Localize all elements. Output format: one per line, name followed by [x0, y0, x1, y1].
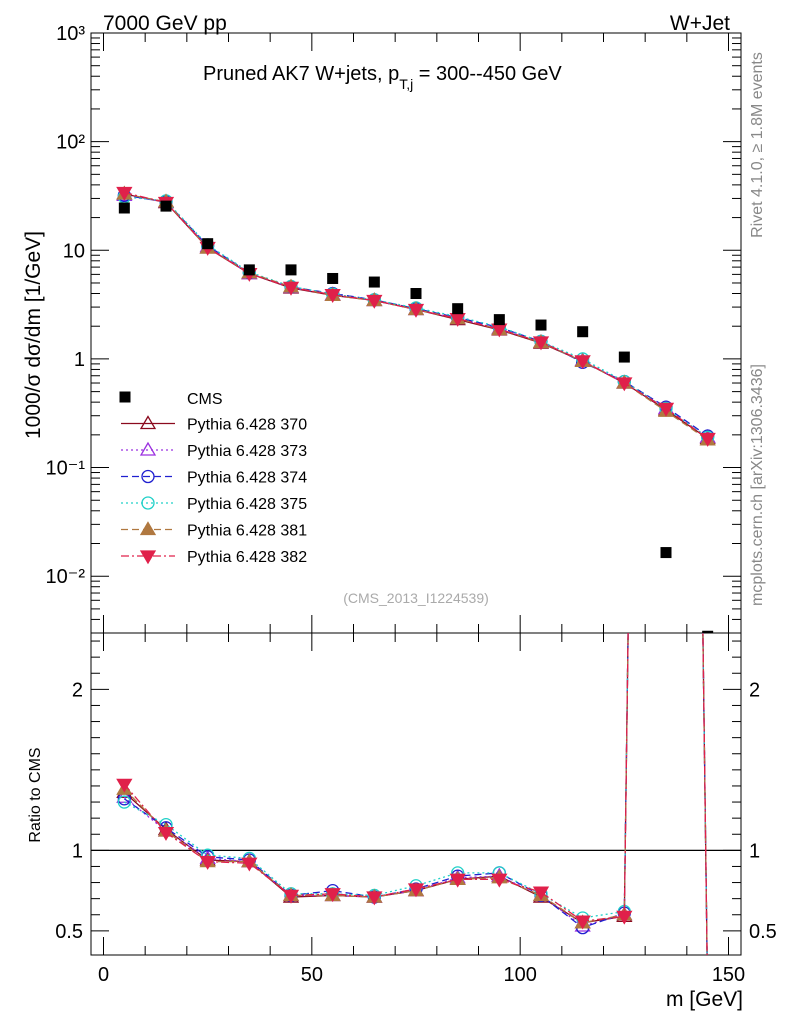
main-point-data [702, 630, 714, 633]
main-point-s382 [657, 402, 675, 417]
ratio-point-s382 [532, 886, 550, 901]
ratio-ylabel: Ratio to CMS [27, 747, 44, 842]
ratio-xtick-label: 50 [301, 964, 323, 986]
legend-label-s373: Pythia 6.428 373 [187, 443, 307, 460]
main-point-data [535, 319, 547, 331]
legend-label-s375: Pythia 6.428 375 [187, 496, 307, 513]
legend-label-data: CMS [187, 391, 223, 408]
main-point-data [243, 264, 255, 276]
legend-label-s382: Pythia 6.428 382 [187, 549, 307, 566]
legend-label-s370: Pythia 6.428 370 [187, 417, 307, 434]
ratio-xtick-label: 100 [503, 964, 536, 986]
ratio-point-s382 [282, 889, 300, 904]
main-point-data [327, 272, 339, 284]
ratio-point-s382 [366, 891, 383, 906]
main-ytick-label: 10³ [56, 23, 85, 45]
legend-marker-s370 [139, 415, 157, 430]
ratio-xtick-label: 150 [712, 964, 745, 986]
ratio-ytick-label-right: 1 [749, 840, 760, 862]
ratio-ytick-label: 2 [72, 679, 83, 701]
header-right: W+Jet [670, 12, 730, 35]
main-point-s382 [366, 294, 383, 309]
ratio-point-s382 [407, 883, 425, 898]
mcplots-label: mcplots.cern.ch [arXiv:1306.3436] [749, 364, 766, 606]
main-point-data [160, 200, 172, 212]
main-point-s382 [574, 355, 591, 370]
legend-marker-s373 [139, 441, 157, 456]
header-left: 7000 GeV pp [103, 12, 227, 35]
main-ylabel: 1000/σ dσ/dm [1/GeV] [22, 231, 45, 439]
main-point-data [202, 238, 214, 250]
main-point-s382 [407, 303, 425, 318]
ratio-point-s382 [324, 888, 341, 903]
main-point-s382 [324, 289, 341, 303]
legend-marker-s382 [139, 550, 157, 565]
ratio-point-s382 [449, 873, 466, 888]
legend-label-s381: Pythia 6.428 381 [187, 523, 307, 540]
title-main-part: Pruned AK7 W+jets, p [203, 63, 399, 85]
main-point-s382 [616, 377, 633, 392]
main-point-s382 [532, 336, 550, 351]
legend-label-s374: Pythia 6.428 374 [187, 470, 307, 487]
main-ytick-label: 10⁻¹ [46, 458, 86, 480]
main-ytick-label: 1 [74, 349, 85, 371]
ratio-ytick-label-right: 0.5 [749, 921, 777, 943]
main-point-s382 [116, 186, 133, 201]
title-subscript: T,j [399, 76, 413, 92]
ratio-point-s382 [616, 910, 633, 925]
main-point-data [493, 314, 505, 326]
legend-marker-s375 [141, 496, 155, 510]
main-point-data [660, 547, 672, 559]
main-point-data [452, 303, 464, 315]
main-point-data [285, 264, 297, 276]
main-series [116, 185, 716, 633]
ratio-point-s375 [117, 795, 131, 809]
main-point-data [577, 326, 589, 338]
rivet-label: Rivet 4.1.0, ≥ 1.8M events [749, 52, 766, 238]
legend-marker-s381 [139, 521, 157, 536]
main-ytick-label: 10⁻² [46, 566, 86, 588]
ratio-point-s382 [574, 915, 591, 930]
ratio-series [116, 633, 708, 955]
main-title: Pruned AK7 W+jets, pT,j = 300--450 GeV [203, 63, 562, 92]
ratio-line-s382 [123, 633, 708, 955]
main-axes: 10⁻² 10⁻¹ 1 10 10² 10³ [46, 23, 741, 634]
legend-marker-data [119, 391, 131, 403]
ratio-point-s382 [241, 857, 258, 872]
main-point-s382 [282, 281, 300, 296]
main-point-data [618, 351, 630, 363]
title-tail: = 300--450 GeV [413, 63, 562, 85]
main-point-data [118, 202, 130, 214]
main-point-s382 [699, 432, 716, 447]
main-point-data [368, 276, 380, 288]
ratio-ytick-label: 0.5 [55, 921, 83, 943]
main-ytick-label: 10² [56, 132, 85, 154]
xlabel: m [GeV] [666, 988, 743, 1011]
ratio-frame [90, 632, 742, 956]
main-ytick-label: 10 [63, 240, 85, 262]
ratio-point-s382 [491, 873, 508, 888]
ratio-point-s382 [199, 855, 216, 870]
main-frame [90, 32, 742, 634]
ratio-point-s382 [116, 778, 133, 793]
analysis-watermark: (CMS_2013_I1224539) [343, 590, 489, 606]
ratio-ytick-label: 1 [72, 840, 83, 862]
ratio-xtick-label: 0 [98, 964, 109, 986]
main-point-data [410, 288, 422, 300]
legend-marker-s374 [141, 469, 155, 484]
legend: CMS Pythia 6.428 370 Pythia 6.428 373 Pythi… [119, 391, 307, 566]
ratio-point-s382 [157, 826, 175, 841]
ratio-ytick-label-right: 2 [749, 679, 760, 701]
